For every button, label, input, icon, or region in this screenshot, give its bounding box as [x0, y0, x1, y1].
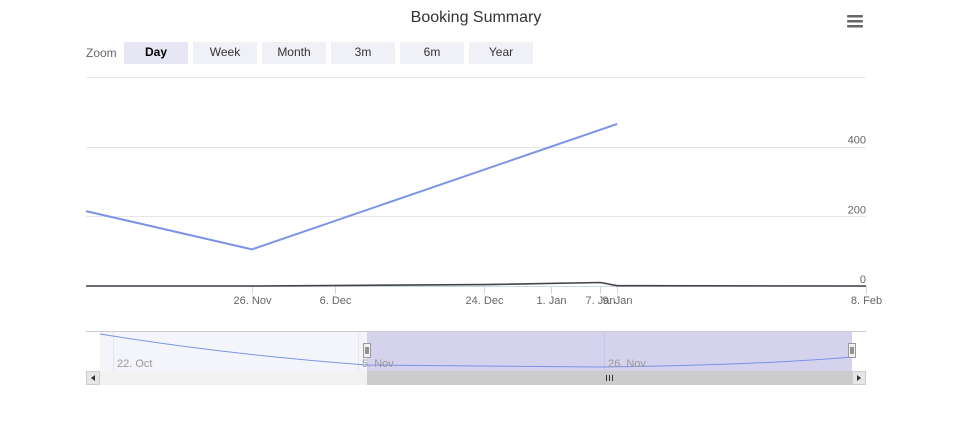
zoom-button-background [469, 42, 533, 64]
zoom-button-background [262, 42, 326, 64]
y-tick-label: 400 [848, 135, 866, 147]
navigator-handle-left[interactable] [363, 343, 371, 358]
x-tick-label: 26. Nov [234, 295, 272, 307]
zoom-button-label: Year [489, 45, 513, 59]
zoom-button-background [400, 42, 464, 64]
zoom-button-year[interactable]: Year [469, 42, 533, 64]
zoom-button-label: Day [145, 45, 167, 59]
zoom-button-day[interactable]: Day [124, 42, 188, 64]
navigator-outside-left [100, 332, 367, 371]
chart-menu-button[interactable] [842, 10, 868, 34]
hamburger-menu-icon [847, 15, 863, 28]
navigator-label: 22. Oct [117, 358, 152, 370]
x-tick-label: 1. Jan [537, 295, 567, 307]
navigator-selected-range[interactable] [367, 332, 852, 371]
zoom-button-background [193, 42, 257, 64]
zoom-button-background [124, 42, 188, 64]
grid-lines [86, 77, 866, 217]
series-line-2[interactable] [86, 281, 867, 287]
zoom-button-label: Month [277, 45, 310, 59]
arrow-right-icon [857, 375, 861, 381]
x-tick-label: 9. Jan [603, 295, 633, 307]
navigator-series-line [99, 333, 853, 368]
scrollbar[interactable] [86, 371, 866, 385]
chart-title: Booking Summary [411, 9, 542, 26]
zoom-button-label: 3m [355, 45, 372, 59]
y-tick-label: 0 [860, 274, 866, 286]
zoom-button-3m[interactable]: 3m [331, 42, 395, 64]
y-tick-label: 200 [848, 204, 866, 216]
zoom-label: Zoom [86, 46, 117, 60]
x-tick-label: 8. Feb [851, 295, 882, 307]
series-group [85, 123, 867, 287]
scrollbar-right-button[interactable] [852, 371, 866, 385]
x-tick-label: 6. Dec [320, 295, 352, 307]
y-axis: 0 200 400 [848, 135, 866, 286]
navigator-label: 26. Nov [608, 358, 646, 370]
scrollbar-grip-icon [606, 375, 613, 381]
series-line-1[interactable] [85, 123, 618, 251]
x-tick-label: 7. Jan [586, 295, 616, 307]
zoom-button-month[interactable]: Month [262, 42, 326, 64]
zoom-button-6m[interactable]: 6m [400, 42, 464, 64]
navigator-handle-right[interactable] [848, 343, 856, 358]
x-tick-label: 24. Dec [466, 295, 504, 307]
zoom-button-label: Week [210, 45, 241, 59]
scrollbar-left-button[interactable] [86, 371, 100, 385]
navigator-label: 5. Nov [362, 358, 394, 370]
arrow-left-icon [91, 375, 95, 381]
zoom-button-week[interactable]: Week [193, 42, 257, 64]
navigator[interactable]: 22. Oct 5. Nov 26. Nov [86, 331, 866, 372]
zoom-button-group: Day Week Month 3m 6m Year [124, 42, 533, 64]
zoom-button-label: 6m [424, 45, 441, 59]
zoom-button-background [331, 42, 395, 64]
